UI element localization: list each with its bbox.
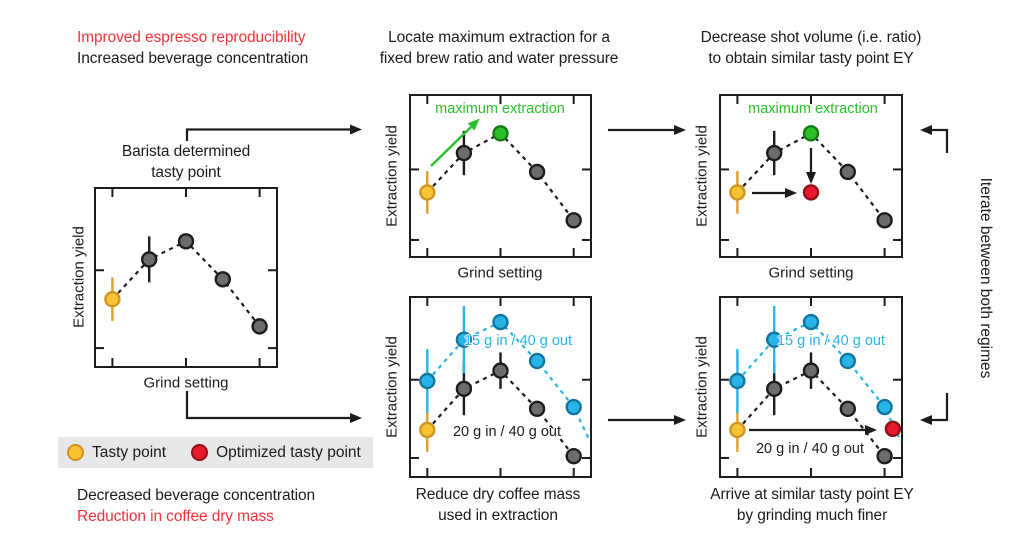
annotation-max-extraction: maximum extraction bbox=[748, 101, 878, 117]
red-extra-point bbox=[802, 184, 820, 201]
caption-bottom-center: Reduce dry coffee mass used in extractio… bbox=[416, 485, 581, 526]
side-label-iterate: Iterate between both regimes bbox=[977, 177, 994, 379]
caption-reduce-dry-mass-line2: used in extraction bbox=[438, 506, 558, 524]
caption-top-left: Improved espresso reproducibility Increa… bbox=[77, 28, 308, 69]
plot-grind-finer bbox=[719, 296, 903, 478]
caption-decrease-shot-line1: Decrease shot volume (i.e. ratio) bbox=[700, 29, 922, 46]
plot-reduce-dry-mass bbox=[409, 296, 592, 478]
arrow-iterate-to-top-plot bbox=[920, 125, 949, 153]
optimized-tasty-point-marker-icon bbox=[191, 444, 209, 461]
plot-left-canvas bbox=[94, 187, 278, 368]
plot-right-bottom-canvas bbox=[719, 296, 903, 478]
caption-arrive-similar-ey-line2: by grinding much finer bbox=[736, 506, 888, 524]
plot-decrease-shot-volume bbox=[719, 94, 903, 258]
arrow-iterate-to-bottom-plot bbox=[920, 393, 949, 425]
plot-right-top-canvas bbox=[719, 94, 903, 258]
series bbox=[729, 352, 893, 465]
annotation-ratio-20-40: 20 g in / 40 g out bbox=[452, 424, 562, 440]
series bbox=[104, 233, 268, 335]
ylabel-extraction-yield: Extraction yield bbox=[693, 336, 711, 438]
caption-increased-concentration: Increased beverage concentration bbox=[77, 49, 309, 67]
legend-item-optimized-tasty-point: Optimized tasty point bbox=[191, 444, 361, 462]
legend: Tasty point Optimized tasty point bbox=[58, 437, 373, 468]
caption-reduce-dry-mass-line1: Reduce dry coffee mass bbox=[415, 486, 581, 503]
caption-locate-max-line1: Locate maximum extraction for a bbox=[388, 29, 610, 46]
ylabel-extraction-yield: Extraction yield bbox=[383, 336, 401, 438]
legend-label-tasty-point: Tasty point bbox=[92, 443, 167, 461]
series bbox=[729, 125, 893, 229]
caption-top-center: Locate maximum extraction for a fixed br… bbox=[380, 28, 619, 69]
annotation-ratio-15-40: 15 g in / 40 g out bbox=[776, 333, 886, 349]
left-plot-title-line2: tasty point bbox=[151, 163, 221, 181]
caption-reduction-dry-mass: Reduction in coffee dry mass bbox=[77, 507, 274, 525]
caption-bottom-right: Arrive at similar tasty point EY by grin… bbox=[710, 485, 914, 526]
arrow-left-to-top-plot bbox=[185, 124, 362, 141]
tasty-point-marker-icon bbox=[67, 444, 84, 461]
arrow-left-to-bottom-plot bbox=[185, 391, 362, 423]
caption-decreased-concentration: Decreased beverage concentration bbox=[77, 487, 316, 504]
series bbox=[419, 306, 592, 443]
series bbox=[419, 125, 582, 229]
caption-locate-max-line2: fixed brew ratio and water pressure bbox=[379, 49, 619, 67]
legend-item-tasty-point: Tasty point bbox=[67, 444, 166, 462]
caption-improved-reproducibility: Improved espresso reproducibility bbox=[77, 29, 306, 46]
ylabel-extraction-yield: Extraction yield bbox=[693, 125, 711, 227]
plot-locate-max-extraction bbox=[409, 94, 592, 258]
left-plot-title-line1: Barista determined bbox=[121, 143, 251, 160]
annotation-ratio-15-40: 15 g in / 40 g out bbox=[463, 333, 573, 349]
plot-center-bottom-canvas bbox=[409, 296, 592, 478]
xlabel-grind-setting: Grind setting bbox=[143, 374, 229, 392]
legend-label-optimized-tasty-point: Optimized tasty point bbox=[216, 443, 361, 461]
plot-barista-tasty-point bbox=[94, 187, 278, 368]
caption-decrease-shot-line2: to obtain similar tasty point EY bbox=[708, 49, 914, 67]
xlabel-grind-setting: Grind setting bbox=[768, 264, 854, 282]
red-extra-point bbox=[884, 420, 902, 438]
annotation-ratio-20-40: 20 g in / 40 g out bbox=[755, 441, 865, 457]
ylabel-extraction-yield: Extraction yield bbox=[70, 226, 88, 328]
annotation-max-extraction: maximum extraction bbox=[435, 101, 565, 117]
caption-arrive-similar-ey-line1: Arrive at similar tasty point EY bbox=[710, 486, 914, 503]
caption-top-right: Decrease shot volume (i.e. ratio) to obt… bbox=[701, 28, 922, 69]
left-plot-title: Barista determined tasty point bbox=[122, 142, 250, 183]
plot-center-top-canvas bbox=[409, 94, 592, 258]
series bbox=[419, 352, 582, 465]
caption-bottom-left: Decreased beverage concentration Reducti… bbox=[77, 486, 315, 527]
series bbox=[729, 306, 903, 443]
ylabel-extraction-yield: Extraction yield bbox=[383, 125, 401, 227]
xlabel-grind-setting: Grind setting bbox=[457, 264, 543, 282]
